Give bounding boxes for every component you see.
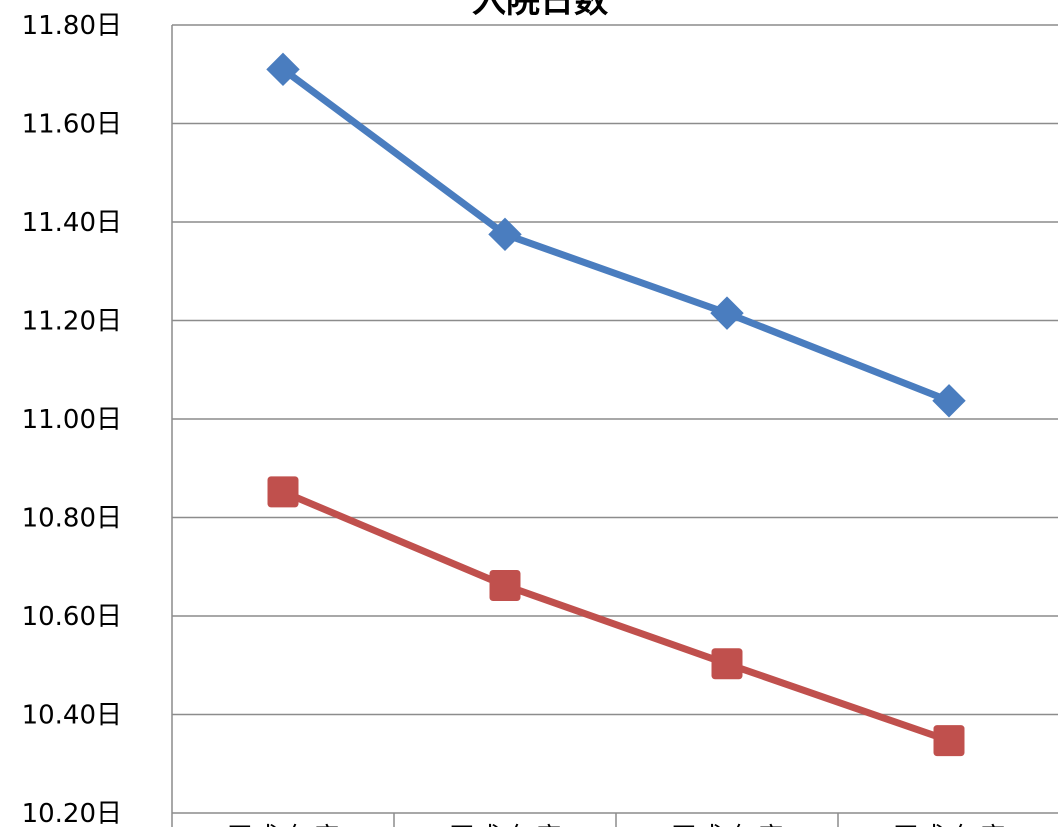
y-tick-label: 10.20日 xyxy=(22,799,122,827)
y-tick-label: 11.80日 xyxy=(22,11,122,41)
y-tick-label: 10.60日 xyxy=(22,602,122,632)
series-line-1 xyxy=(279,488,953,745)
y-tick-label: 11.20日 xyxy=(22,307,122,337)
data-point-diamond xyxy=(710,296,744,330)
y-tick-label: 10.40日 xyxy=(22,701,122,731)
data-point-diamond xyxy=(932,384,966,418)
x-tick-label: 平成 年度 xyxy=(449,823,561,827)
axis-layer xyxy=(171,25,839,827)
data-point-square xyxy=(711,648,743,680)
data-point-diamond xyxy=(488,217,522,252)
grid-layer xyxy=(172,24,1058,814)
x-tick-label: 平成 年度 xyxy=(893,823,1005,827)
data-point-square xyxy=(267,476,299,508)
series-layer xyxy=(266,52,966,757)
y-tick-label: 11.00日 xyxy=(22,405,122,435)
y-tick-label: 11.40日 xyxy=(22,208,122,238)
data-point-diamond xyxy=(266,52,300,87)
x-tick-label: 平成 年度 xyxy=(227,823,339,827)
label-layer: 10.20日 10.40日 10.60日 10.80日 11.00日 11.20日 11.4… xyxy=(22,11,1006,827)
y-tick-label: 10.80日 xyxy=(22,504,122,534)
y-tick-label: 11.60日 xyxy=(22,110,122,140)
data-point-square xyxy=(489,569,521,601)
x-tick-label: 平成 年度 xyxy=(671,823,783,827)
chart-title: 入院日数 xyxy=(472,0,608,21)
series-line-0 xyxy=(279,65,953,405)
data-point-square xyxy=(933,725,965,757)
